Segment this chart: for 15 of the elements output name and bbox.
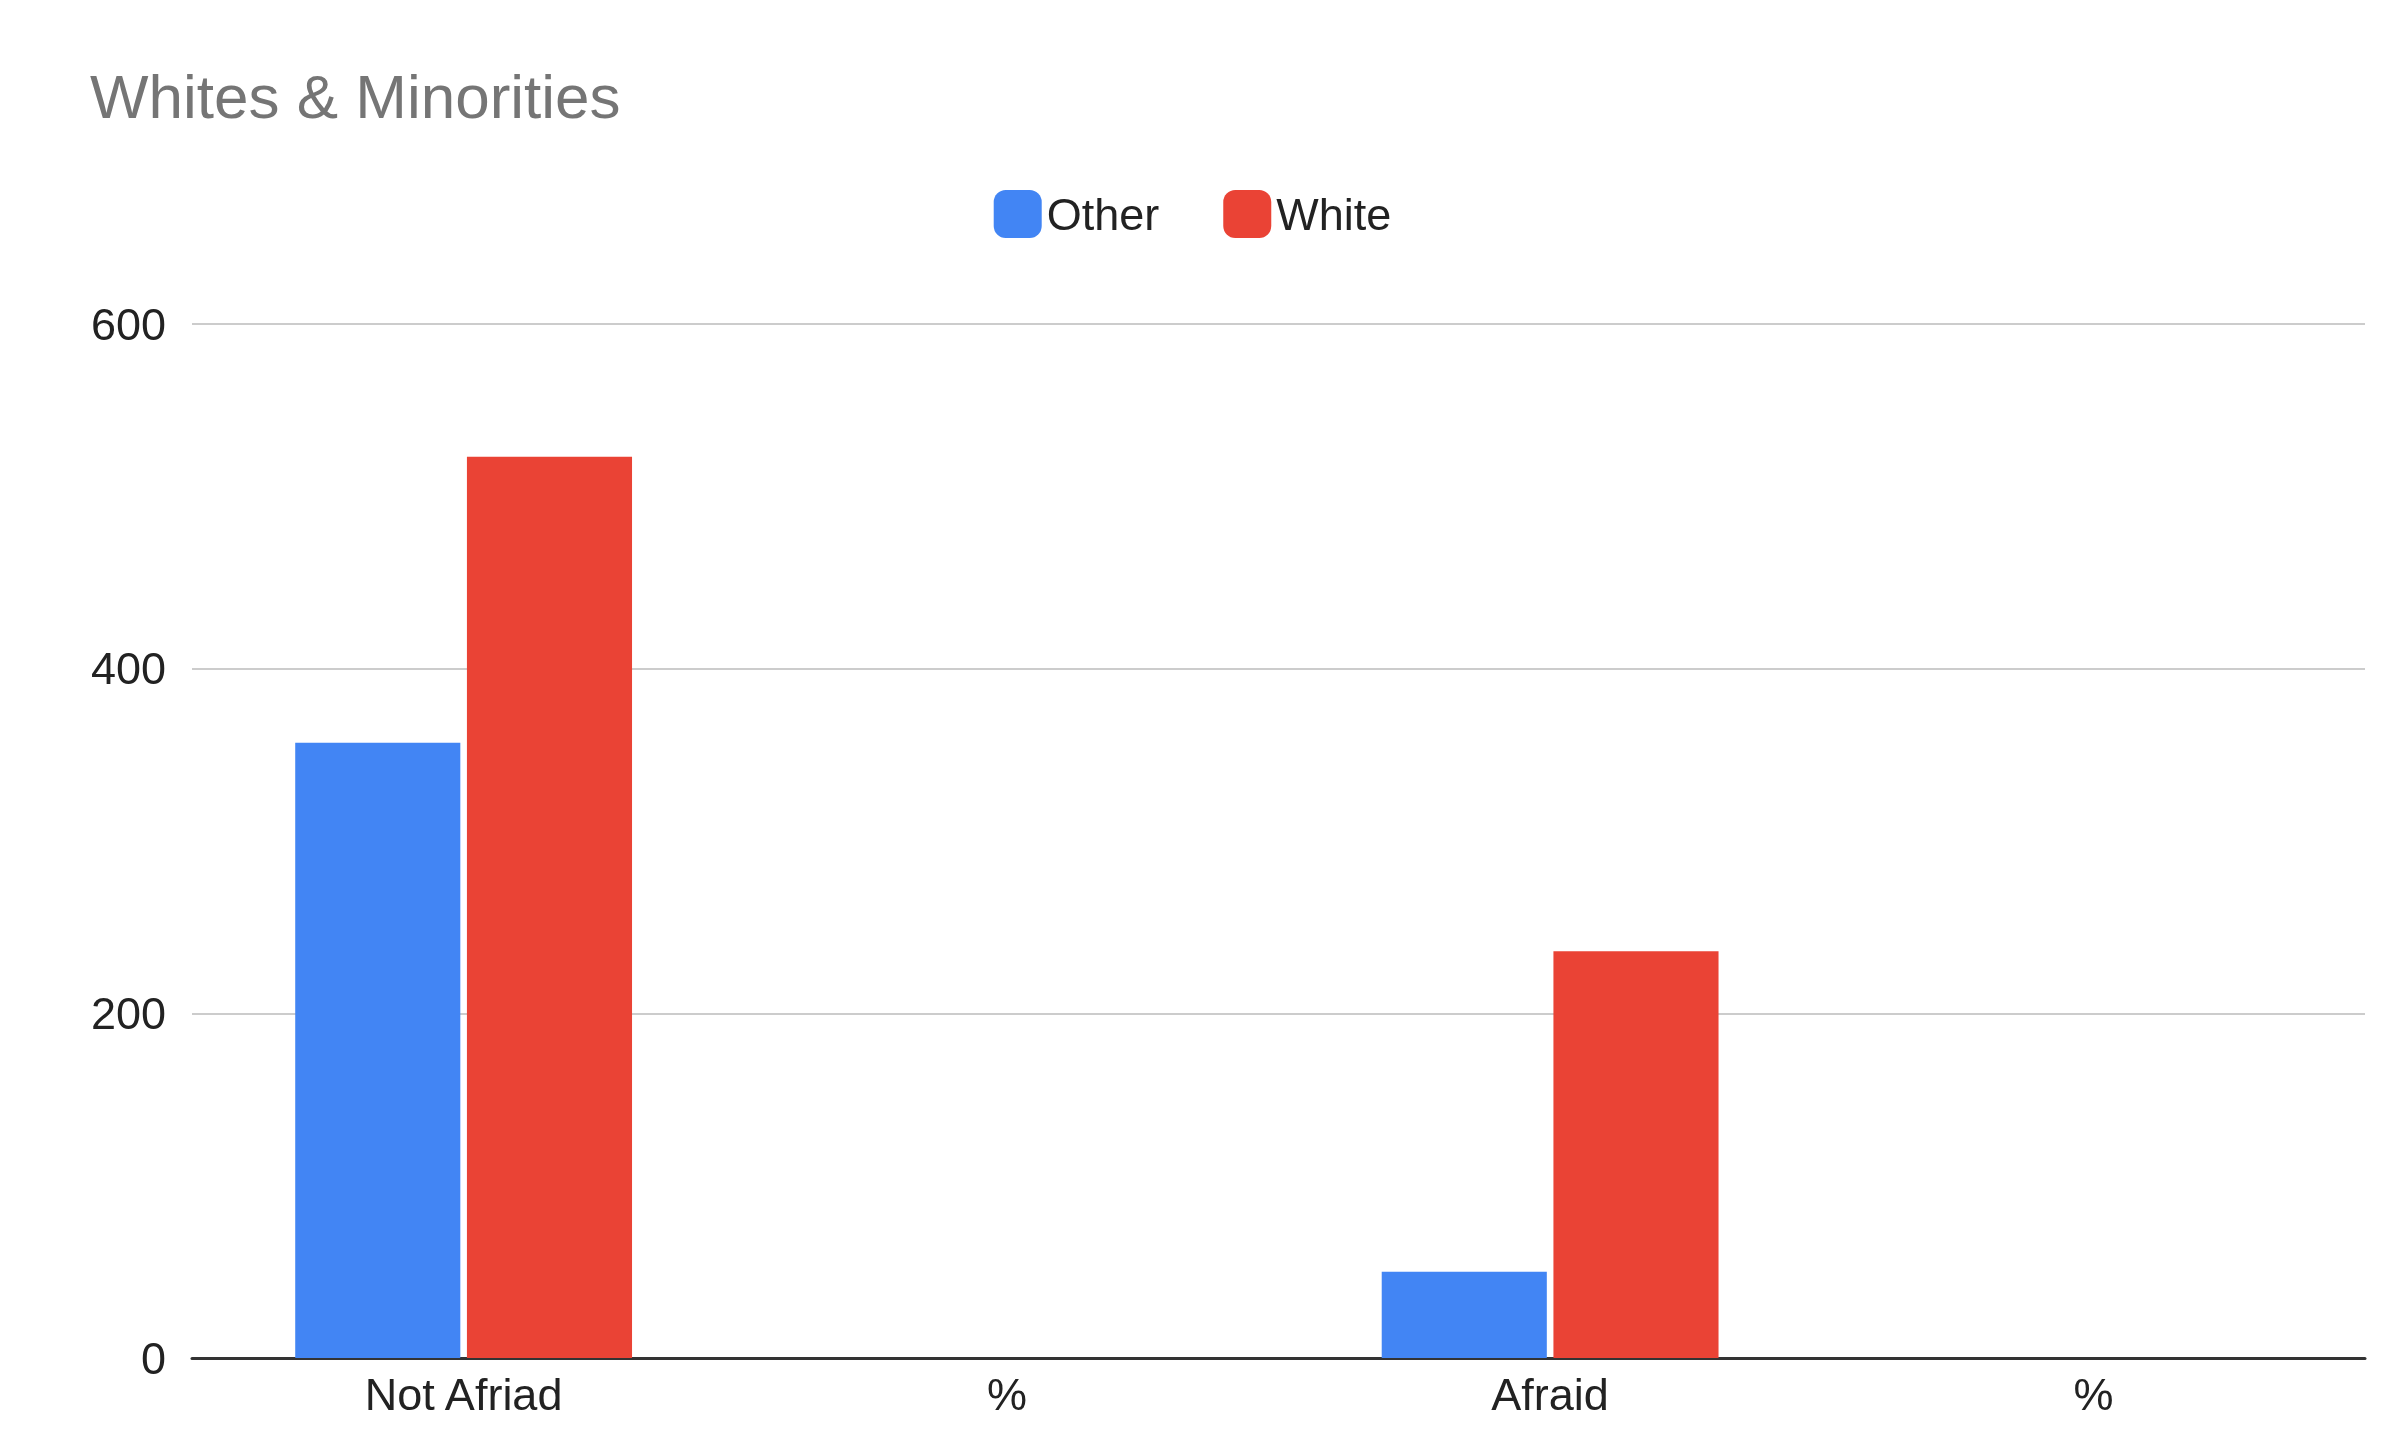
- x-tick-label: %: [2073, 1369, 2114, 1420]
- y-tick-label: 600: [90, 298, 166, 350]
- y-tick-label: 0: [140, 1332, 166, 1384]
- y-tick-label: 400: [90, 643, 166, 695]
- x-tick-label: Not Afriad: [364, 1369, 563, 1420]
- x-tick-label: %: [986, 1369, 1027, 1420]
- chart-title: Whites & Minorities: [90, 61, 621, 131]
- y-tick-label: 200: [90, 987, 166, 1039]
- bar: [1381, 1271, 1547, 1358]
- bar: [295, 742, 461, 1358]
- legend-label: White: [1276, 188, 1392, 240]
- bar: [466, 456, 633, 1358]
- x-tick-label: Afraid: [1491, 1369, 1609, 1420]
- legend-label: Other: [1046, 188, 1160, 240]
- bar: [1553, 951, 1719, 1358]
